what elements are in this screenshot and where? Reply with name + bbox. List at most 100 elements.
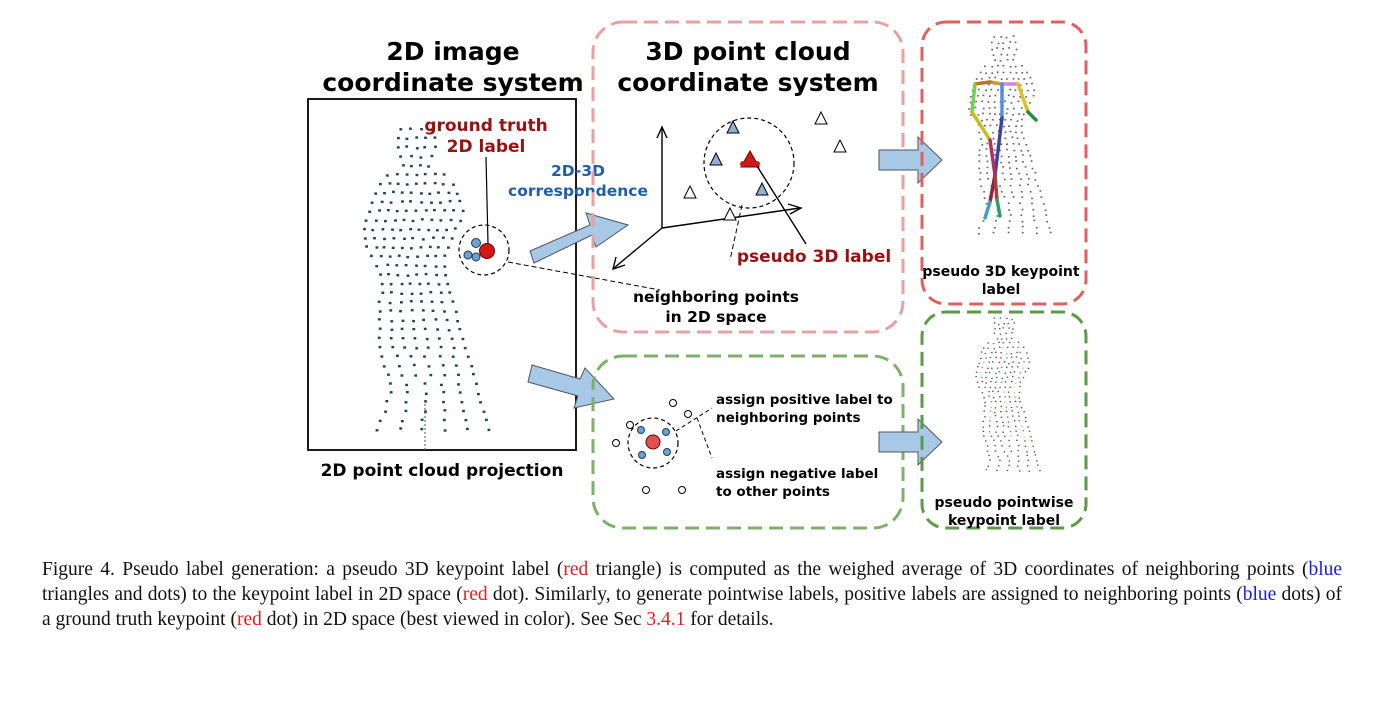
cloud-point (409, 191, 413, 194)
cloud-point (996, 47, 998, 49)
cloud-point (386, 209, 390, 212)
cloud-point (452, 346, 456, 350)
cloud-point (990, 401, 993, 403)
cloud-point (427, 365, 431, 368)
cloud-point (1023, 411, 1025, 413)
cloud-point (412, 319, 415, 323)
cloud-point (380, 282, 384, 286)
cloud-point (1017, 449, 1019, 452)
panel-pointwise-frame (920, 310, 1088, 530)
cloud-point (997, 390, 1000, 392)
assign-gt-dot (645, 434, 661, 450)
cloud-point (387, 373, 390, 376)
cloud-point (993, 227, 996, 229)
cloud-point (423, 182, 427, 185)
cloud-point (983, 197, 986, 199)
cloud-point (1018, 362, 1020, 364)
cloud-point (1019, 202, 1021, 204)
cloud-point (419, 164, 422, 167)
cloud-point (1022, 137, 1025, 140)
cloud-point (979, 172, 982, 174)
cloud-point (1019, 401, 1021, 403)
cloud-point (479, 401, 482, 404)
panel-2d-title-line1: 2D image (386, 37, 519, 66)
cloud-point (377, 336, 381, 339)
cloud-point (420, 128, 423, 131)
cloud-point (439, 345, 443, 349)
cloud-point (1008, 439, 1010, 442)
cloud-point (415, 147, 419, 150)
cloud-point (1010, 356, 1013, 358)
cloud-point (389, 309, 393, 312)
cloud-point (993, 322, 996, 324)
cloud-point (417, 228, 421, 231)
cloud-point (1020, 214, 1023, 216)
cloud-point (412, 363, 416, 367)
cloud-point (1006, 148, 1008, 151)
cloud-point (434, 265, 438, 268)
cloud-point (382, 365, 386, 368)
cloud-point (1029, 154, 1032, 157)
cloud-point (986, 445, 989, 447)
cloud-point (435, 229, 439, 232)
panel-3d-title-line1: 3D point cloud (645, 37, 850, 66)
cloud-point (392, 237, 396, 240)
cloud-point (1020, 131, 1023, 134)
cloud-point (420, 201, 424, 204)
other-triangles-3d (683, 110, 847, 221)
cloud-point (996, 338, 999, 340)
cloud-point (1027, 357, 1029, 359)
section-reference-link[interactable]: 3.4.1 (646, 609, 686, 630)
cloud-point (984, 65, 986, 68)
cloud-point (420, 192, 423, 195)
cloud-point (1026, 89, 1029, 92)
cloud-point (1019, 96, 1022, 98)
cloud-point (999, 459, 1001, 461)
caption-blue-2: blue (1242, 584, 1277, 605)
cloud-point (1006, 108, 1009, 110)
cloud-point (985, 155, 988, 157)
cloud-point (1010, 337, 1013, 339)
cloud-point (985, 202, 988, 205)
cloud-point (1002, 347, 1004, 349)
neighbor-pointer-line (507, 261, 661, 291)
cloud-point (978, 131, 981, 134)
cloud-point (979, 178, 982, 181)
cloud-point (993, 106, 996, 109)
cloud-point (982, 430, 985, 432)
cloud-point (995, 219, 997, 222)
cloud-point (428, 192, 432, 195)
caption-red-2: red (462, 584, 488, 605)
cloud-point (989, 410, 992, 412)
cloud-point (420, 418, 424, 421)
cloud-point (415, 264, 418, 267)
cloud-point (997, 456, 999, 458)
cloud-point (443, 374, 447, 377)
cloud-point (404, 264, 408, 267)
cloud-point (1011, 318, 1013, 321)
human-point-cloud-pointwise (975, 317, 1041, 472)
cloud-point (999, 333, 1002, 335)
cloud-point (371, 228, 375, 232)
gt-label-line2: 2D label (447, 137, 526, 157)
caption-part-6: dot) in 2D space (best viewed in color).… (261, 609, 647, 630)
cloud-point (458, 391, 462, 394)
cloud-point (1031, 167, 1034, 170)
cloud-point (1003, 361, 1006, 363)
cloud-point (996, 367, 999, 369)
cloud-point (1024, 416, 1027, 419)
cloud-point (396, 354, 399, 357)
cloud-point (1000, 357, 1002, 359)
cloud-point (464, 418, 468, 422)
arrow-to-3d (529, 212, 630, 264)
cloud-point (423, 382, 427, 385)
cloud-point (975, 375, 977, 378)
cloud-point (439, 201, 442, 204)
cloud-point (977, 88, 980, 91)
positive-pointer-line (675, 407, 713, 432)
cloud-point (1028, 470, 1031, 472)
assign-negative-dots (612, 399, 692, 494)
cloud-point (981, 392, 984, 394)
cloud-point (1008, 341, 1011, 344)
panel-3d-title-line2: coordinate system (617, 68, 878, 97)
